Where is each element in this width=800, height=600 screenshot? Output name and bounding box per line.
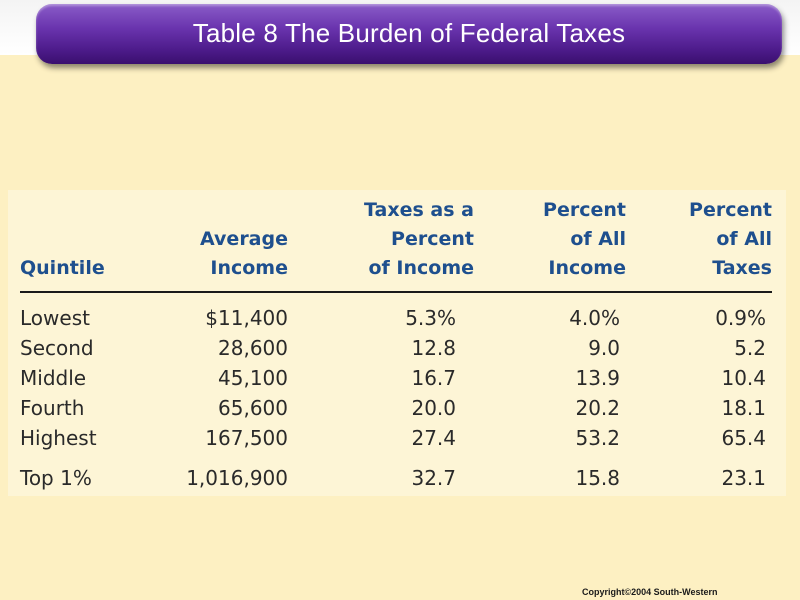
table-row-middle: Middle 45,100 16.7 13.9 10.4	[20, 363, 772, 393]
cell-taxes-percent: 32.7	[411, 466, 456, 490]
cell-average-income: $11,400	[205, 306, 288, 330]
cell-quintile: Second	[20, 336, 94, 360]
header-line: of Income	[368, 257, 474, 279]
header-line: Percent	[543, 199, 626, 221]
cell-quintile: Lowest	[20, 306, 90, 330]
cell-average-income: 65,600	[218, 396, 288, 420]
copyright-notice: Copyright©2004 South-Western	[582, 587, 718, 597]
header-percent-all-taxes: Percent of All Taxes	[626, 196, 772, 293]
header-line: Percent	[689, 199, 772, 221]
cell-percent-taxes: 65.4	[721, 426, 766, 450]
header-average-income: Average Income	[170, 196, 288, 293]
slide-title: Table 8 The Burden of Federal Taxes	[192, 17, 626, 48]
cell-percent-taxes: 23.1	[721, 466, 766, 490]
header-line: Income	[210, 257, 288, 279]
cell-taxes-percent: 12.8	[411, 336, 456, 360]
header-line: Percent	[391, 228, 474, 250]
cell-quintile: Top 1%	[20, 466, 92, 490]
cell-percent-taxes: 5.2	[734, 336, 766, 360]
header-line: Average	[200, 228, 288, 250]
header-line: Income	[548, 257, 626, 279]
cell-percent-income: 9.0	[588, 336, 620, 360]
cell-average-income: 167,500	[205, 426, 288, 450]
cell-quintile: Middle	[20, 366, 87, 390]
table-row-top-1-percent: Top 1% 1,016,900 32.7 15.8 23.1	[20, 453, 772, 493]
tax-burden-table: Quintile Average Income Taxes as a Perce…	[20, 196, 772, 493]
cell-quintile: Fourth	[20, 396, 85, 420]
header-line: Quintile	[20, 257, 105, 279]
cell-percent-income: 15.8	[575, 466, 620, 490]
cell-taxes-percent: 5.3%	[405, 306, 456, 330]
cell-percent-income: 20.2	[575, 396, 620, 420]
header-taxes-percent-income: Taxes as a Percent of Income	[288, 196, 474, 293]
table-header-row: Quintile Average Income Taxes as a Perce…	[20, 196, 772, 293]
cell-taxes-percent: 16.7	[411, 366, 456, 390]
table-row-second: Second 28,600 12.8 9.0 5.2	[20, 333, 772, 363]
table-row-lowest: Lowest $11,400 5.3% 4.0% 0.9%	[20, 292, 772, 333]
cell-percent-taxes: 0.9%	[715, 306, 766, 330]
table-row-fourth: Fourth 65,600 20.0 20.2 18.1	[20, 393, 772, 423]
header-quintile: Quintile	[20, 196, 170, 293]
cell-percent-taxes: 18.1	[721, 396, 766, 420]
cell-percent-income: 4.0%	[569, 306, 620, 330]
header-line: Taxes as a	[364, 199, 474, 221]
header-line: of All	[570, 228, 626, 250]
cell-taxes-percent: 20.0	[411, 396, 456, 420]
cell-percent-income: 13.9	[575, 366, 620, 390]
cell-percent-taxes: 10.4	[721, 366, 766, 390]
header-line: of All	[716, 228, 772, 250]
header-line: Taxes	[712, 257, 772, 279]
cell-average-income: 1,016,900	[186, 466, 288, 490]
header-percent-all-income: Percent of All Income	[474, 196, 626, 293]
cell-average-income: 28,600	[218, 336, 288, 360]
cell-average-income: 45,100	[218, 366, 288, 390]
cell-quintile: Highest	[20, 426, 97, 450]
cell-taxes-percent: 27.4	[411, 426, 456, 450]
table-row-highest: Highest 167,500 27.4 53.2 65.4	[20, 423, 772, 453]
title-banner: Table 8 The Burden of Federal Taxes	[36, 4, 782, 64]
tax-burden-table-panel: Quintile Average Income Taxes as a Perce…	[8, 190, 786, 496]
cell-percent-income: 53.2	[575, 426, 620, 450]
